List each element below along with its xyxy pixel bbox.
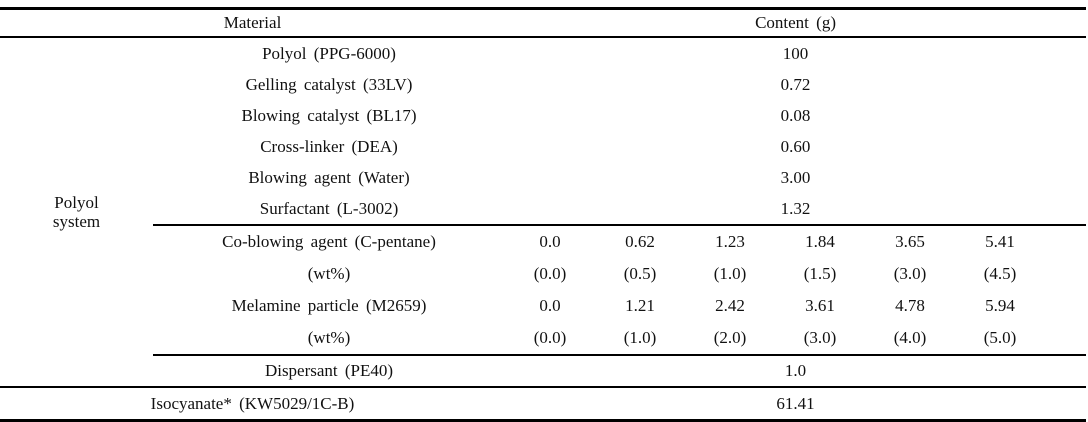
value-cell: 61.41	[505, 386, 1087, 421]
value-cell: 2.42	[715, 296, 745, 315]
value-cell: (0.0)	[533, 264, 567, 283]
header-material: Material	[0, 8, 505, 38]
table-row-polyol: Polyol system Polyol (PPG-6000) 100	[0, 37, 1086, 232]
material-cell: Polyol (PPG-6000)	[262, 43, 396, 63]
table-row-melamine-wt-percent: (wt%) (0.0) (1.0) (2.0) (3.0) (4.0) (5.0…	[0, 322, 1086, 355]
value-cell: 1.84	[775, 224, 865, 258]
value-cell: (3.0)	[893, 264, 927, 283]
spacer-cell	[1045, 224, 1087, 258]
value-cell: 0.62	[595, 224, 685, 258]
material-cell: Surfactant (L-3002)	[259, 198, 399, 218]
value-cell: (0.0)	[533, 328, 567, 347]
material-cell: Isocyanate* (KW5029/1C-B)	[0, 386, 505, 421]
value-cell: (0.5)	[623, 264, 657, 283]
table-row-melamine-particle: Melamine particle (M2659) 0.0 1.21 2.42 …	[0, 290, 1086, 322]
spacer-cell	[1045, 258, 1086, 290]
material-cell: Co-blowing agent (C-pentane)	[153, 224, 505, 258]
value-cell: 1.21	[625, 296, 655, 315]
value-cell: 4.78	[895, 296, 925, 315]
spacer-cell	[1045, 290, 1086, 322]
value-cell: 0.08	[780, 105, 811, 125]
value-cell: 3.65	[865, 224, 955, 258]
table-row-cross-linker: Cross-linker (DEA) 0.60	[0, 131, 1086, 162]
material-cell: Blowing agent (Water)	[248, 167, 410, 187]
value-cell: (1.5)	[803, 264, 837, 283]
value-cell: 5.94	[985, 296, 1015, 315]
table-row-dispersant: Dispersant (PE40) 1.0	[0, 354, 1087, 387]
material-cell: (wt%)	[307, 264, 351, 283]
table-header-row: Material Content (g)	[0, 8, 1087, 38]
table-row-co-blowing-wt-percent: (wt%) (0.0) (0.5) (1.0) (1.5) (3.0) (4.5…	[0, 258, 1086, 290]
table-row-blowing-agent: Blowing agent (Water) 3.00	[0, 162, 1086, 193]
value-cell: 0.0	[539, 296, 561, 315]
table-row-isocyanate: Isocyanate* (KW5029/1C-B) 61.41	[0, 386, 1087, 421]
value-cell: 0.0	[505, 224, 595, 258]
value-cell: (5.0)	[983, 328, 1017, 347]
group-label: Polyol system	[52, 192, 101, 231]
table-row-blowing-catalyst: Blowing catalyst (BL17) 0.08	[0, 100, 1086, 131]
value-cell: (4.5)	[983, 264, 1017, 283]
value-cell: 3.00	[780, 167, 811, 187]
spacer-cell	[1045, 322, 1086, 355]
value-cell: 1.32	[780, 198, 811, 218]
material-cell: Blowing catalyst (BL17)	[241, 105, 417, 125]
value-cell: 1.23	[685, 224, 775, 258]
formulation-table: Material Content (g) Polyol system Polyo…	[0, 7, 1087, 422]
table-row-co-blowing-agent: Co-blowing agent (C-pentane) 0.0 0.62 1.…	[0, 224, 1087, 258]
material-cell: (wt%)	[307, 328, 351, 347]
material-cell: Gelling catalyst (33LV)	[245, 74, 413, 94]
material-cell: Cross-linker (DEA)	[260, 136, 398, 156]
value-cell: (2.0)	[713, 328, 747, 347]
value-cell: 5.41	[955, 224, 1045, 258]
value-cell: (1.0)	[713, 264, 747, 283]
table-row-surfactant: Surfactant (L-3002) 1.32	[0, 193, 1086, 225]
header-content-g: Content (g)	[505, 8, 1087, 38]
value-cell: (1.0)	[623, 328, 657, 347]
value-cell: (4.0)	[893, 328, 927, 347]
material-cell: Melamine particle (M2659)	[231, 296, 427, 315]
group-cell-polyol-system: Polyol system	[0, 37, 153, 387]
value-cell: (3.0)	[803, 328, 837, 347]
value-cell: 0.60	[780, 136, 811, 156]
value-cell: 0.72	[780, 74, 811, 94]
value-cell: 100	[782, 43, 809, 63]
table-row-gelling-catalyst: Gelling catalyst (33LV) 0.72	[0, 69, 1086, 100]
value-cell: 1.0	[505, 354, 1087, 387]
value-cell: 3.61	[805, 296, 835, 315]
material-cell: Dispersant (PE40)	[153, 354, 505, 387]
